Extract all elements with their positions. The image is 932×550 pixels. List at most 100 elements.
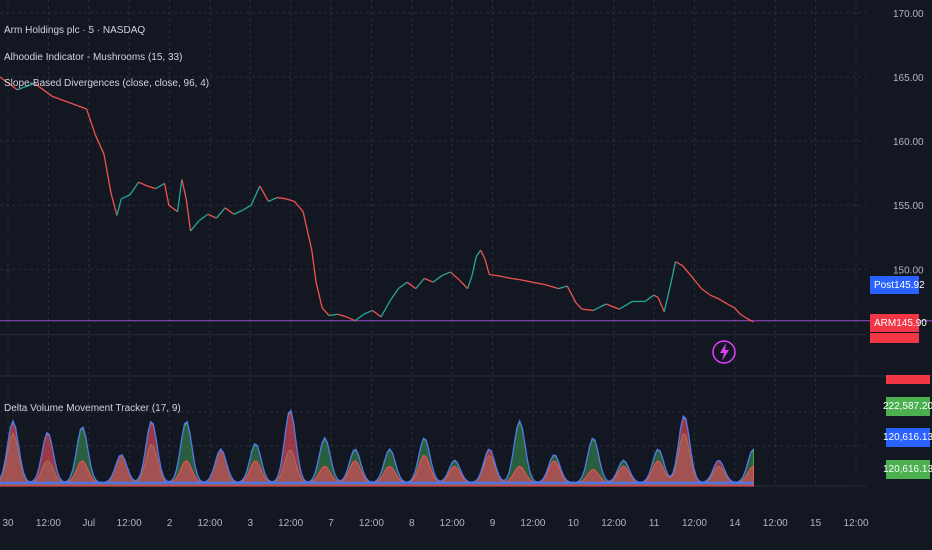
time-tick-label: 12:00 <box>117 518 142 529</box>
price-tick-label: 170.00 <box>893 9 924 20</box>
price-tick-label: 150.00 <box>893 265 924 276</box>
volume-tag-2: 120,616.13 <box>883 428 932 447</box>
volume-tag-1: 222,587.20 <box>883 397 932 416</box>
price-segment <box>306 230 313 251</box>
time-tick-label: 8 <box>409 518 415 529</box>
price-segment <box>740 313 747 319</box>
price-segment <box>566 285 577 304</box>
time-tick-label: 15 <box>810 518 822 529</box>
price-segment <box>147 185 157 190</box>
price-segment <box>354 313 365 322</box>
price-segment <box>120 194 131 200</box>
price-segment <box>558 285 568 290</box>
legend-indicator-divergences[interactable]: Slope-Based Divergences (close, close, 9… <box>4 78 210 89</box>
volume-pane <box>0 409 754 487</box>
time-tick-label: 30 <box>2 518 14 529</box>
price-segment <box>718 298 728 305</box>
time-tick-label: 12:00 <box>682 518 707 529</box>
price-segment <box>116 198 122 216</box>
price-segment <box>467 275 473 289</box>
price-segment <box>198 213 209 222</box>
volume-blue-line <box>0 409 754 484</box>
price-segment <box>458 279 469 290</box>
price-segment <box>346 316 356 322</box>
price-segment <box>415 277 425 290</box>
time-tick-label: Jul <box>82 518 95 529</box>
price-segment <box>581 308 594 312</box>
price-segment <box>185 198 192 231</box>
price-segment <box>653 294 659 299</box>
price-segment <box>69 102 87 110</box>
price-segment <box>190 220 200 232</box>
price-segment <box>690 275 702 290</box>
price-segment <box>746 317 754 323</box>
volume-tag-3: 120,616.13 <box>883 460 932 479</box>
time-tick-label: 2 <box>167 518 173 529</box>
price-segment <box>85 108 96 135</box>
price-segment <box>733 307 741 315</box>
price-segment <box>618 300 633 310</box>
price-segment <box>644 294 655 302</box>
legend-symbol[interactable]: Arm Holdings plc · 5 · NASDAQ <box>4 25 146 36</box>
price-segment <box>311 250 317 283</box>
post-value: 145.92 <box>894 279 925 291</box>
price-segment <box>155 182 165 190</box>
price-segment <box>207 213 217 219</box>
legend-indicator-mushrooms[interactable]: Alhoodie Indicator - Mushrooms (15, 33) <box>4 52 183 63</box>
price-segment <box>363 309 373 315</box>
price-segment <box>315 282 323 309</box>
time-tick-label: 11 <box>649 518 660 529</box>
time-axis: 30 12:00 Jul 12:00 2 12:00 3 12:00 7 12:00 8 12:00 9… <box>2 518 869 529</box>
price-segment <box>432 275 443 283</box>
price-segment <box>51 95 70 104</box>
price-segment <box>242 204 252 211</box>
price-segment <box>328 313 338 317</box>
price-segment <box>575 302 583 310</box>
price-tick-label: 160.00 <box>893 137 924 148</box>
price-segment <box>233 209 243 215</box>
price-segment <box>449 271 460 281</box>
price-tick-label: 165.00 <box>893 73 924 84</box>
arm-label: ARM <box>874 317 897 329</box>
price-segment <box>293 200 304 213</box>
price-segment <box>701 288 711 296</box>
price-segment <box>519 279 533 283</box>
price-segment <box>110 192 118 216</box>
price-segment <box>727 303 735 309</box>
lightning-icon[interactable] <box>712 340 736 364</box>
price-segment <box>532 281 546 286</box>
price-segment <box>670 261 677 283</box>
time-tick-label: 14 <box>729 518 741 529</box>
legend-indicator-delta-volume[interactable]: Delta Volume Movement Tracker (17, 9) <box>4 403 181 414</box>
price-segment <box>321 307 330 316</box>
time-tick-label: 12:00 <box>763 518 788 529</box>
arm-tag-extension <box>870 333 919 343</box>
volume-top-tag <box>886 375 930 384</box>
time-tick-label: 10 <box>568 518 580 529</box>
arm-value: 145.90 <box>896 317 927 329</box>
price-segment <box>475 249 482 257</box>
price-segment <box>424 277 434 283</box>
price-segment <box>371 309 382 318</box>
price-segment <box>285 198 295 203</box>
time-tick-label: 12:00 <box>278 518 303 529</box>
volume-red-area <box>0 411 754 487</box>
price-segment <box>397 281 408 290</box>
price-segment <box>250 185 261 206</box>
time-tick-label: 12:00 <box>197 518 222 529</box>
price-segment <box>163 183 170 206</box>
time-tick-label: 7 <box>328 518 334 529</box>
time-tick-label: 12:00 <box>359 518 384 529</box>
price-segment <box>406 281 417 290</box>
price-segment <box>605 303 620 310</box>
time-tick-label: 3 <box>248 518 254 529</box>
price-segment <box>268 196 278 202</box>
price-segment <box>17 82 35 91</box>
price-segment <box>471 256 477 276</box>
price-segment <box>484 258 490 275</box>
price-segment <box>34 82 53 97</box>
price-segment <box>103 153 112 193</box>
time-tick-label: 12:00 <box>36 518 61 529</box>
price-segment <box>657 297 665 312</box>
